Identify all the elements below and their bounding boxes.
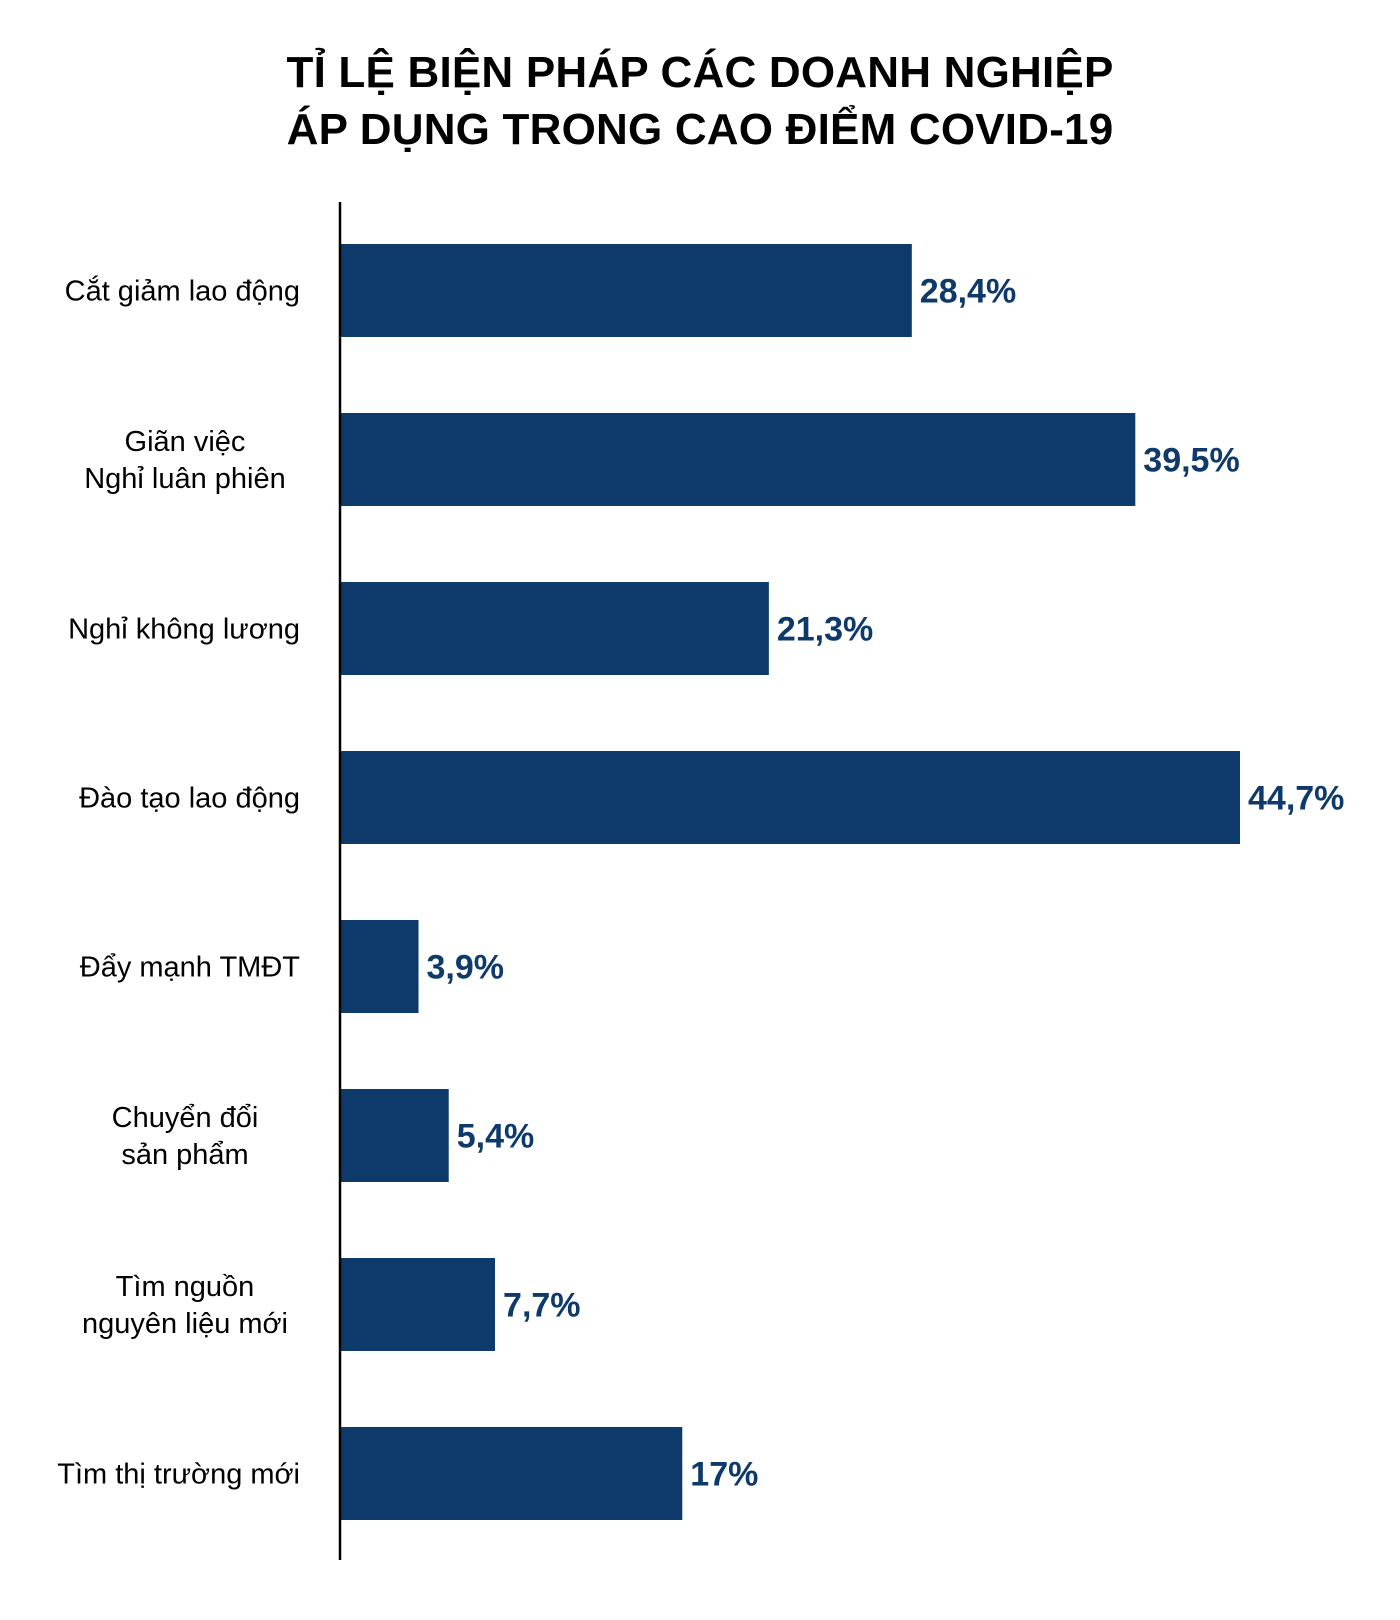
value-label-1: 39,5%: [1143, 442, 1239, 480]
value-label-4: 3,9%: [427, 949, 505, 987]
category-label-7: Tìm thị trường mới: [57, 1459, 300, 1491]
category-label-3-line-0: Đào tạo lao động: [79, 783, 300, 815]
category-label-2-line-0: Nghỉ không lương: [68, 614, 300, 646]
category-label-3: Đào tạo lao động: [79, 783, 300, 815]
category-label-5: Chuyển đổi sản phẩm: [112, 1102, 259, 1171]
category-label-5-line-1: sản phẩm: [121, 1139, 248, 1171]
category-label-1: Giãn việc Nghỉ luân phiên: [84, 426, 286, 495]
category-label-0: Cắt giảm lao động: [65, 275, 300, 308]
category-label-1-line-0: Giãn việc: [125, 426, 246, 458]
category-label-5-line-0: Chuyển đổi: [112, 1102, 259, 1134]
value-label-5: 5,4%: [457, 1118, 535, 1156]
category-label-2: Nghỉ không lương: [68, 614, 300, 646]
value-label-6: 7,7%: [503, 1287, 581, 1325]
bar-2: [340, 582, 769, 675]
value-label-7: 17%: [690, 1456, 758, 1494]
bar-3: [340, 751, 1240, 844]
value-label-0: 28,4%: [920, 273, 1016, 311]
category-label-4: Đẩy mạnh TMĐT: [80, 952, 301, 984]
chart-title-line-1: TỈ LỆ BIỆN PHÁP CÁC DOANH NGHIỆP: [286, 48, 1114, 97]
bar-1: [340, 413, 1136, 506]
chart-title: TỈ LỆ BIỆN PHÁP CÁC DOANH NGHIỆP ÁP DỤNG…: [0, 44, 1400, 158]
value-label-3: 44,7%: [1248, 780, 1344, 818]
bar-6: [340, 1258, 496, 1351]
bar-5: [340, 1089, 449, 1182]
category-label-6-line-1: nguyên liệu mới: [82, 1308, 288, 1340]
category-label-6: Tìm nguồn nguyên liệu mới: [82, 1271, 288, 1340]
bar-4: [340, 920, 419, 1013]
value-label-2: 21,3%: [777, 611, 873, 649]
category-label-1-line-1: Nghỉ luân phiên: [84, 463, 286, 495]
category-label-7-line-0: Tìm thị trường mới: [57, 1459, 300, 1491]
bar-7: [340, 1427, 683, 1520]
bar-0: [340, 244, 912, 337]
category-label-6-line-0: Tìm nguồn: [116, 1271, 255, 1303]
chart-title-line-2: ÁP DỤNG TRONG CAO ĐIỂM COVID-19: [286, 105, 1114, 154]
category-label-0-line-0: Cắt giảm lao động: [65, 275, 300, 308]
category-label-4-line-0: Đẩy mạnh TMĐT: [80, 952, 301, 984]
